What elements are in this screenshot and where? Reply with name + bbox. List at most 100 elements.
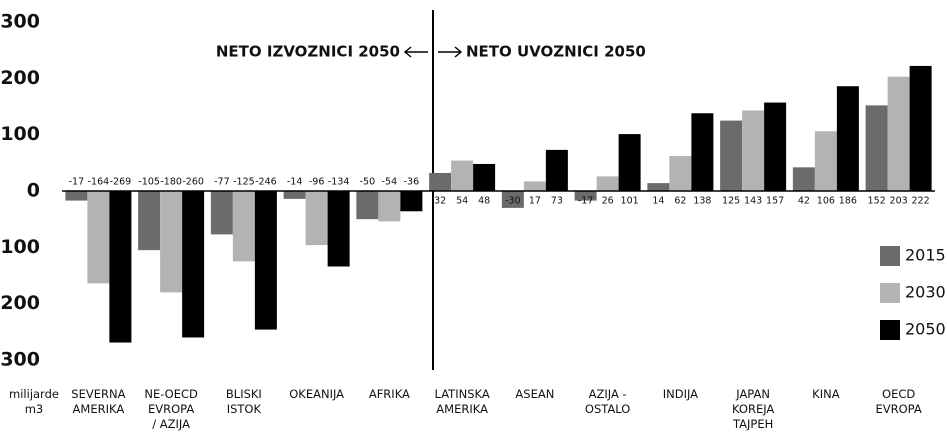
value-label: 101 [621, 196, 639, 207]
bar [254, 191, 277, 330]
value-label: 203 [890, 196, 908, 207]
value-label: 106 [817, 196, 835, 207]
bar [327, 191, 350, 267]
value-label: -96 [309, 177, 325, 188]
value-label: 186 [839, 196, 857, 207]
x-tick-label: NE-OECD EVROPA / AZIJA [144, 387, 198, 431]
bar [473, 163, 496, 191]
x-tick-label: OECD EVROPA [876, 387, 922, 416]
bar [618, 134, 641, 191]
value-label: 138 [693, 196, 711, 207]
value-label: -105 [138, 177, 160, 188]
value-label: -50 [360, 177, 376, 188]
value-label: -180 [160, 177, 182, 188]
value-label: 54 [456, 196, 468, 207]
value-label: -246 [255, 177, 277, 188]
x-tick-label: AZIJA -OSTALO [585, 387, 630, 416]
bar [742, 110, 765, 191]
bar [720, 120, 743, 191]
value-label: -260 [182, 177, 204, 188]
annotation: NETO UVOZNICI 2050 [466, 43, 646, 61]
value-label: 152 [868, 196, 886, 207]
value-label: 14 [652, 196, 664, 207]
x-tick-label: AFRIKA [369, 387, 410, 401]
bar [400, 191, 423, 212]
bar [283, 191, 306, 199]
value-label: 17 [529, 196, 541, 207]
bar [210, 191, 233, 235]
y-tick-label: -200 [0, 292, 40, 314]
value-label: -36 [404, 177, 420, 188]
bar [451, 160, 474, 191]
legend-swatch [880, 283, 900, 303]
bar [836, 86, 859, 191]
x-tick-label: OKEANIJA [289, 387, 344, 401]
bar [501, 191, 524, 208]
bar [909, 65, 932, 191]
bar [647, 183, 670, 191]
bar [691, 113, 714, 191]
bar [65, 191, 88, 201]
value-label: -14 [287, 177, 303, 188]
legend-label: 2050 [905, 320, 946, 339]
bar [596, 176, 619, 191]
bar [160, 191, 183, 293]
y-tick-label: 0 [27, 180, 40, 202]
value-label: -17 [578, 196, 594, 207]
x-tick-label: LATINSKA AMERIKA [435, 387, 490, 416]
legend-swatch [880, 246, 900, 266]
bar [792, 167, 815, 191]
bar [109, 191, 132, 343]
y-tick-label: 300 [0, 11, 40, 33]
value-label: 62 [674, 196, 686, 207]
bar [138, 191, 161, 251]
x-tick-label: KINA [812, 387, 840, 401]
value-label: -125 [233, 177, 255, 188]
bar [887, 76, 910, 191]
value-label: -77 [214, 177, 230, 188]
value-label: -17 [69, 177, 85, 188]
x-tick-label: BLISKI ISTOK [226, 387, 262, 416]
bar [305, 191, 328, 246]
value-label: 125 [722, 196, 740, 207]
legend-label: 2030 [905, 283, 946, 302]
x-tick-label: JAPAN KOREJA TAJPEH [732, 387, 774, 431]
arrows [403, 46, 463, 58]
bar [182, 191, 205, 338]
y-tick-label: 200 [0, 67, 40, 89]
legend-label: 2015 [905, 246, 946, 265]
value-label: -269 [110, 177, 132, 188]
bar [356, 191, 379, 220]
value-label: 157 [766, 196, 784, 207]
bar [865, 105, 888, 191]
bar [232, 191, 255, 262]
x-tick-label: ASEAN [515, 387, 554, 401]
value-label: 222 [912, 196, 930, 207]
annotation: NETO IZVOZNICI 2050 [216, 43, 400, 61]
x-tick-label: INDIJA [663, 387, 698, 401]
value-label: 48 [478, 196, 490, 207]
y-tick-label: -100 [0, 236, 40, 258]
value-label: 42 [798, 196, 810, 207]
x-tick-label: SEVERNA AMERIKA [71, 387, 125, 416]
bar [545, 149, 568, 191]
bar [814, 131, 837, 191]
bar [764, 102, 787, 191]
value-label: 73 [551, 196, 563, 207]
value-label: -134 [328, 177, 350, 188]
value-label: -164 [88, 177, 110, 188]
bar [378, 191, 401, 222]
y-axis-label: milijarde m3 [9, 387, 59, 416]
bar [523, 181, 546, 191]
bar [87, 191, 110, 284]
value-label: -30 [505, 196, 521, 207]
value-label: 32 [434, 196, 446, 207]
value-label: 26 [602, 196, 614, 207]
y-tick-label: 100 [0, 123, 40, 145]
bar [574, 191, 597, 201]
legend-swatch [880, 320, 900, 340]
value-label: -54 [382, 177, 398, 188]
bar [669, 156, 692, 191]
bar [429, 172, 452, 191]
